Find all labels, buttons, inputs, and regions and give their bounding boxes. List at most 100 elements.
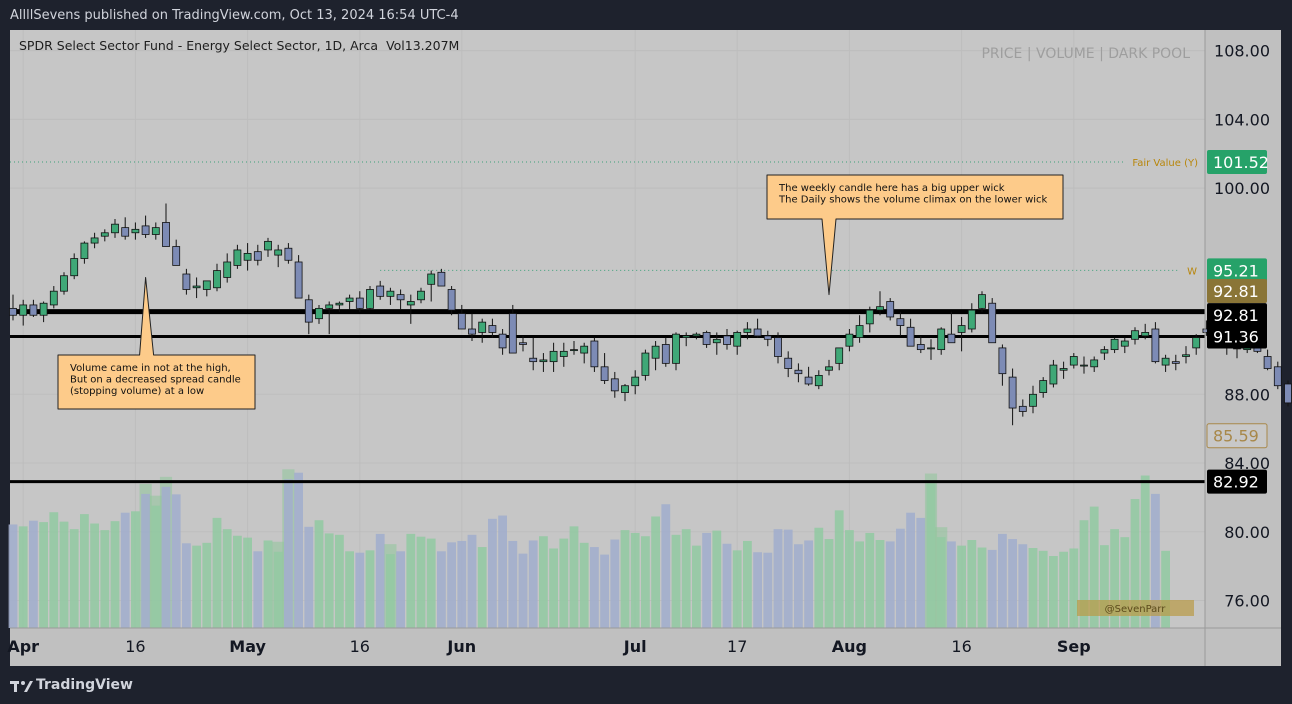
candle-body <box>1039 380 1048 393</box>
candle-body <box>151 227 160 235</box>
price-label-box <box>1207 258 1267 283</box>
candle-body <box>376 285 385 297</box>
volume-bar <box>630 532 640 628</box>
volume-bar <box>804 540 813 628</box>
candle-body <box>243 252 252 261</box>
candle-body <box>468 328 476 335</box>
y-tick-label: 108.00 <box>1214 42 1270 61</box>
volume-bar <box>1049 556 1058 628</box>
volume-bar <box>294 472 303 628</box>
volume-bar <box>559 538 569 628</box>
candle-body <box>988 302 997 344</box>
candle-body <box>610 378 619 392</box>
x-tick-label: 16 <box>951 637 971 656</box>
volume-bar <box>1008 539 1017 628</box>
candle-body <box>1263 356 1272 369</box>
candle-body <box>804 376 813 385</box>
x-tick-label: Apr <box>7 637 39 656</box>
volume-bar <box>590 547 599 628</box>
volume-bar <box>171 494 181 628</box>
volume-bar <box>263 540 273 628</box>
footer-brand: TradingView <box>36 677 133 693</box>
candle-body <box>141 225 150 235</box>
volume-bar <box>794 544 803 628</box>
candle-body <box>192 285 201 289</box>
candles <box>9 203 1292 426</box>
x-tick-label: Sep <box>1057 637 1091 656</box>
candle-body <box>325 304 334 309</box>
horizontal-levels[interactable]: Fair Value (Y) W <box>10 158 1205 484</box>
x-tick-label: Jun <box>446 637 476 656</box>
candle-body <box>825 366 833 371</box>
volume-bar <box>467 534 477 628</box>
candle-body <box>1273 366 1282 387</box>
time-axis[interactable]: Apr 16 May 16 Jun Jul 17 Aug 16 Sep <box>7 637 1090 656</box>
candle-body <box>978 294 986 309</box>
price-label-text: 85.59 <box>1213 427 1259 446</box>
candle-body <box>1171 361 1180 364</box>
volume-bar <box>273 551 283 628</box>
candle-body <box>39 302 48 316</box>
price-label-text: 82.92 <box>1213 473 1259 492</box>
volume-bar <box>192 545 201 628</box>
candle-body <box>1090 359 1099 368</box>
volume-bar <box>110 521 120 628</box>
callout-text: The weekly candle here has a big upper w… <box>778 183 1005 194</box>
volume-bar <box>1120 537 1130 628</box>
watermark: PRICE | VOLUME | DARK POOL <box>981 46 1190 62</box>
fair-value-label: Fair Value (Y) <box>1132 158 1198 169</box>
y-tick-label: 80.00 <box>1224 523 1270 542</box>
volume-bar <box>90 523 99 628</box>
candle-body <box>855 325 864 338</box>
candle-body <box>304 299 313 323</box>
volume-bar <box>885 541 895 628</box>
candle-body <box>264 240 272 251</box>
volume-bar <box>233 535 242 628</box>
candle-body <box>600 366 609 381</box>
candle-body <box>274 249 283 256</box>
candle-body <box>743 328 752 333</box>
volume-bar <box>641 536 650 628</box>
volume-bar <box>1059 551 1068 628</box>
candle-body <box>835 347 844 364</box>
candle-body <box>355 297 364 309</box>
candle-body <box>406 301 415 306</box>
candle-body <box>753 328 762 337</box>
volume-bar <box>222 529 232 628</box>
volume-bar <box>875 540 885 628</box>
x-tick-label: 16 <box>125 637 145 656</box>
candle-body <box>315 307 323 320</box>
candle-body <box>957 325 966 333</box>
volume-bar <box>692 545 701 628</box>
volume-bar <box>1069 548 1079 628</box>
volume-bar <box>39 522 48 628</box>
volume-bar <box>1161 550 1170 628</box>
candle-body <box>1008 376 1017 409</box>
candle-body <box>70 258 79 277</box>
volume-bar <box>304 526 314 628</box>
candle-body <box>580 345 589 354</box>
volume-bar <box>8 524 18 628</box>
volume-bar <box>141 493 150 628</box>
volume-bar <box>865 532 875 628</box>
candle-body <box>100 232 109 237</box>
candle-body <box>1100 349 1109 354</box>
volume-bar <box>29 520 38 628</box>
price-axis[interactable]: 76.00 80.00 84.00 88.00 100.00 104.00 108.00 <box>1214 42 1270 611</box>
candle-body <box>876 306 884 311</box>
candle-body <box>233 249 242 266</box>
candle-body <box>49 290 58 306</box>
candle-body <box>284 247 293 261</box>
price-label-text: 101.52 <box>1213 153 1269 172</box>
volume-bar <box>987 549 997 628</box>
volume-bar <box>743 540 752 628</box>
volume-bar <box>1130 499 1140 628</box>
svg-text:@SevenParr: @SevenParr <box>1105 604 1167 615</box>
candle-body <box>1120 340 1129 347</box>
volume-bar <box>69 529 79 628</box>
volume-bar <box>335 534 344 628</box>
candle-body <box>182 273 191 290</box>
candle-body <box>733 332 742 347</box>
chart[interactable]: Fair Value (Y) W Volume came in not at th… <box>0 0 1292 672</box>
y-tick-label: 104.00 <box>1214 110 1270 129</box>
